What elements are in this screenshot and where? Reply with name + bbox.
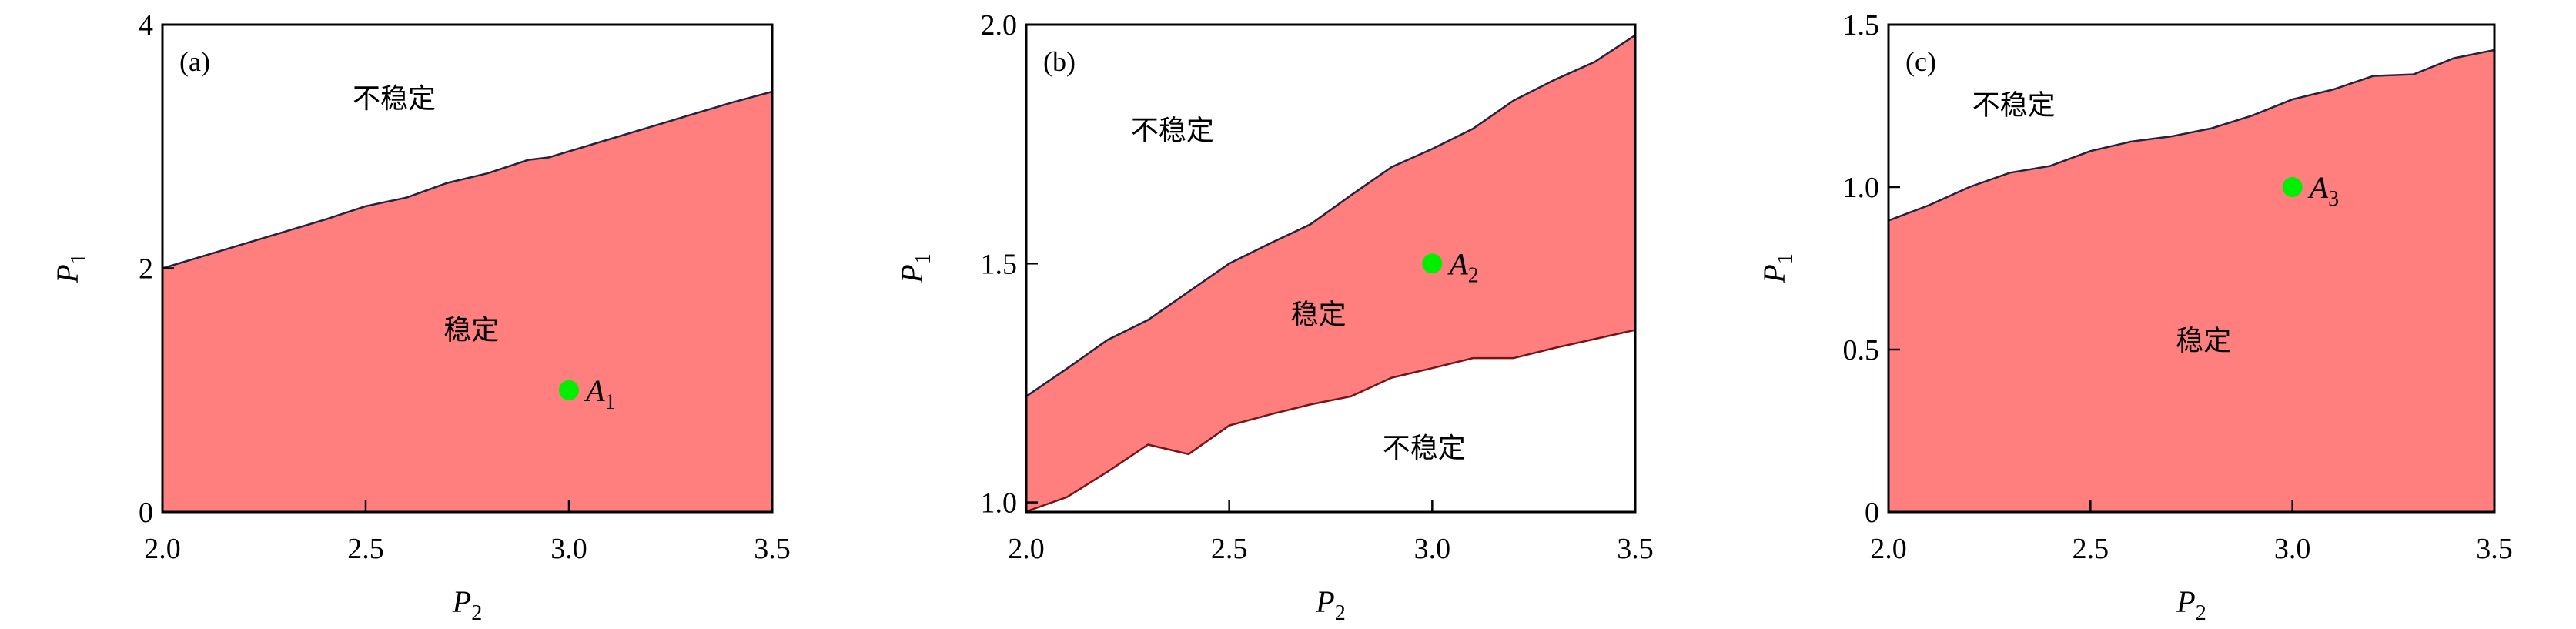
operating-point-label: A1 xyxy=(584,373,615,414)
operating-point-marker xyxy=(2282,177,2303,197)
panel-label: (a) xyxy=(179,46,210,77)
x-tick-label: 2.0 xyxy=(1870,533,1907,565)
y-tick-label: 1.0 xyxy=(1843,172,1880,204)
region-annotation: 稳定 xyxy=(443,315,499,346)
x-tick-label: 2.5 xyxy=(347,533,384,565)
x-tick-label: 3.0 xyxy=(1414,533,1451,565)
x-axis-label-sub: 2 xyxy=(1335,601,1346,625)
region-annotation: 不稳定 xyxy=(1972,89,2056,121)
x-tick-label: 2.0 xyxy=(144,533,181,565)
y-axis-label: P1 xyxy=(895,253,935,283)
x-axis-label-main: P xyxy=(2176,584,2195,619)
y-axis-label-main: P xyxy=(895,264,929,283)
y-tick-label: 2.0 xyxy=(981,9,1018,42)
x-tick-label: 3.0 xyxy=(2274,533,2311,565)
x-axis-label: P2 xyxy=(2176,584,2206,625)
x-tick-label: 3.5 xyxy=(754,533,791,565)
y-axis-label-main: P xyxy=(50,264,85,283)
upper-boundary-line xyxy=(162,90,773,269)
x-axis-label: P2 xyxy=(1315,584,1345,625)
y-tick-label: 0 xyxy=(1865,497,1879,529)
operating-point-label-sub: 1 xyxy=(604,390,615,414)
operating-point-marker xyxy=(559,380,579,400)
y-tick-label: 1.0 xyxy=(981,487,1018,520)
y-axis-label: P1 xyxy=(50,253,91,283)
operating-point-label-main: A xyxy=(584,373,605,408)
y-tick-label: 0 xyxy=(139,497,153,529)
operating-point-label-sub: 2 xyxy=(1468,263,1479,287)
axes-frame xyxy=(1025,23,1637,514)
region-annotation: 不稳定 xyxy=(1383,433,1466,464)
lower-boundary-line xyxy=(1025,329,1636,513)
upper-boundary-line xyxy=(1025,34,1636,397)
x-tick-label: 3.0 xyxy=(550,533,587,565)
x-axis-label: P2 xyxy=(452,584,482,625)
x-tick-label: 2.0 xyxy=(1008,533,1045,565)
x-axis-label-main: P xyxy=(1315,584,1334,619)
y-axis-label: P1 xyxy=(1757,253,1798,283)
y-tick-label: 4 xyxy=(139,9,153,42)
x-tick-label: 2.5 xyxy=(2073,533,2109,565)
operating-point-label-main: A xyxy=(1447,246,1468,281)
y-tick-label: 1.5 xyxy=(1843,9,1880,42)
axes-frame xyxy=(1887,23,2496,514)
region-annotation: 稳定 xyxy=(2176,325,2231,356)
panel-label: (c) xyxy=(1905,46,1936,77)
y-axis-label-sub: 1 xyxy=(67,253,91,264)
y-tick-label: 0.5 xyxy=(1843,334,1880,366)
operating-point-label: A3 xyxy=(2307,170,2339,211)
x-axis-label-main: P xyxy=(452,584,471,619)
panel-label: (b) xyxy=(1043,46,1076,77)
region-annotation: 不稳定 xyxy=(353,83,436,115)
x-axis-label-sub: 2 xyxy=(2196,601,2206,625)
operating-point-label-sub: 3 xyxy=(2328,187,2339,211)
stable-region xyxy=(162,92,772,513)
operating-point-label-main: A xyxy=(2307,170,2329,205)
y-tick-label: 1.5 xyxy=(981,248,1018,280)
x-tick-label: 2.5 xyxy=(1211,533,1248,565)
x-tick-label: 3.5 xyxy=(1617,533,1654,565)
x-tick-label: 3.5 xyxy=(2476,533,2513,565)
stable-region xyxy=(1026,35,1635,512)
upper-boundary-line xyxy=(1888,49,2495,222)
y-axis-label-sub: 1 xyxy=(912,253,935,264)
region-annotation: 稳定 xyxy=(1291,299,1347,330)
y-axis-label-sub: 1 xyxy=(1774,253,1798,264)
y-tick-label: 2 xyxy=(139,253,153,286)
y-axis-label-main: P xyxy=(1757,264,1791,283)
stable-region xyxy=(1889,49,2494,512)
x-axis-label-sub: 2 xyxy=(471,601,482,625)
region-annotation: 不稳定 xyxy=(1131,115,1214,147)
operating-point-marker xyxy=(1422,253,1443,274)
operating-point-label: A2 xyxy=(1447,246,1478,287)
